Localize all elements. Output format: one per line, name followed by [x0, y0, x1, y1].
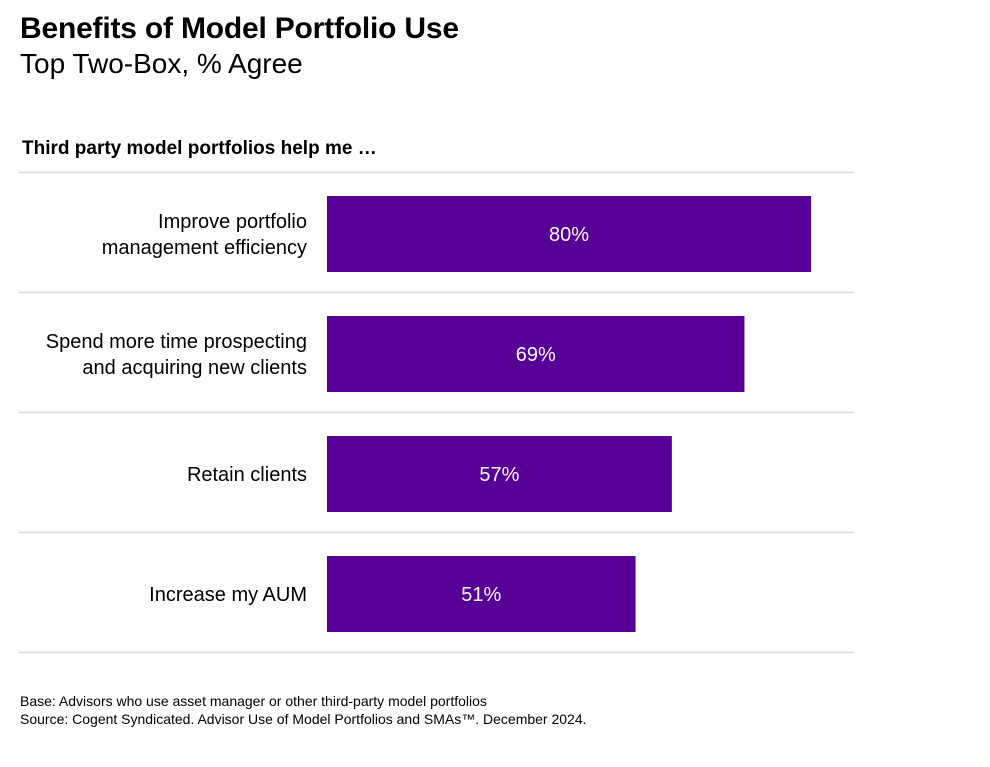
footnote-base: Base: Advisors who use asset manager or …	[20, 693, 487, 709]
category-label: management efficiency	[102, 237, 307, 259]
chart-heading: Third party model portfolios help me …	[22, 138, 377, 159]
category-label: Spend more time prospecting	[46, 331, 307, 353]
bar-value-label: 51%	[461, 584, 501, 606]
bar	[327, 436, 672, 512]
category-label: Increase my AUM	[149, 584, 307, 606]
category-label: Improve portfolio	[158, 211, 307, 233]
chart-title: Benefits of Model Portfolio Use	[20, 12, 459, 45]
bar	[327, 196, 811, 272]
category-label: Retain clients	[187, 464, 307, 486]
category-label: and acquiring new clients	[82, 357, 307, 379]
bar-value-label: 80%	[549, 224, 589, 246]
bar	[327, 556, 636, 632]
chart-subtitle: Top Two-Box, % Agree	[20, 48, 303, 79]
bar-value-label: 69%	[516, 344, 556, 366]
bar-value-label: 57%	[479, 464, 519, 486]
footnote-source: Source: Cogent Syndicated. Advisor Use o…	[20, 711, 587, 727]
bar	[327, 316, 745, 392]
